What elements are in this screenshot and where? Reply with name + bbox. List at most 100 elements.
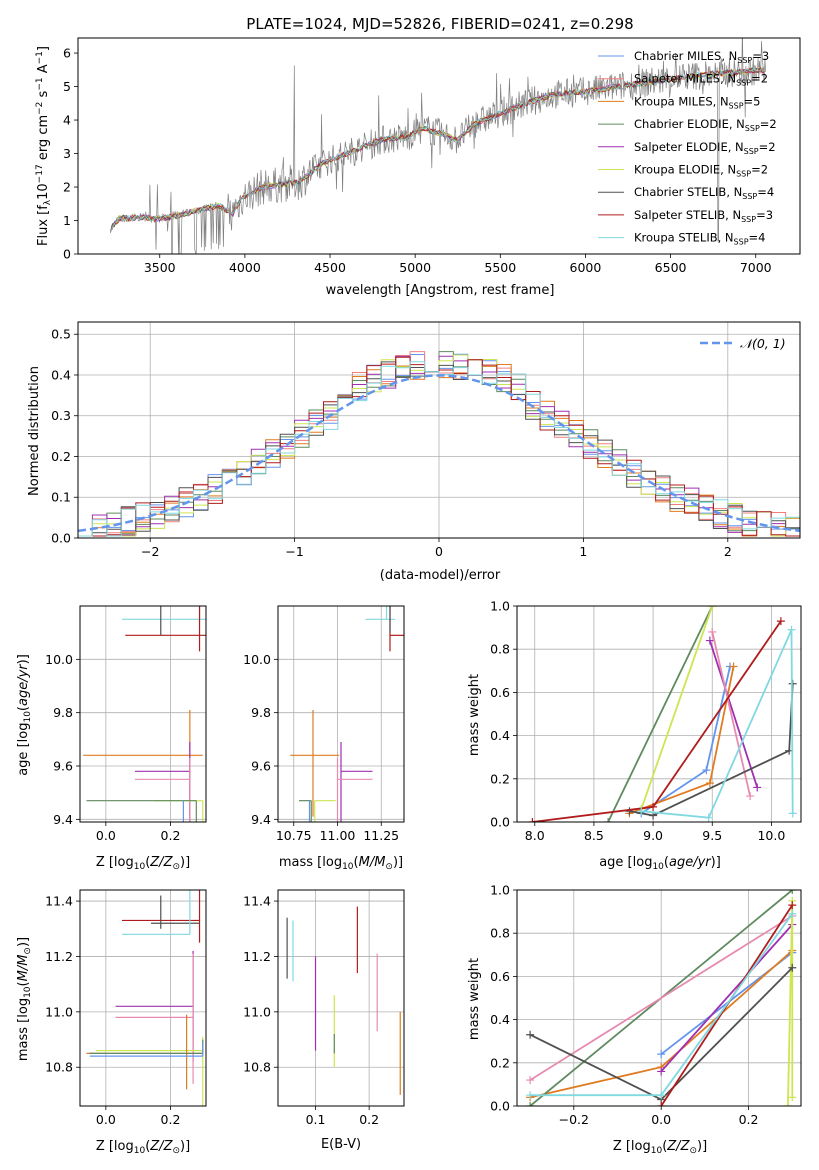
mass-vs-ebv-ytick-label-1: 11.0 [243,1004,271,1019]
legend-label-0: Chabrier MILES, NSSP=3 [634,49,769,65]
hist-series-6 [78,361,800,537]
residuals-ytick-label-1: 0.1 [51,490,71,505]
mass-vs-z-plot-area [86,890,204,1106]
weight-vs-age-marker-6-0 [625,807,634,816]
weight-vs-z-plot-area [526,890,797,1106]
age-vs-metallicity-panel: Z [log10(Z/Z⊙)] age [log10(age/yr)] 0.0 0… [16,605,207,872]
age-vs-z-ytick-label-3: 10.0 [45,652,73,667]
spectrum-ytick-label-3: 3 [63,146,71,161]
mass-vs-ebv-panel: E(B-V) 0.1 0.2 10.8 11.0 11.2 11.4 [243,889,405,1152]
residuals-frame [77,321,801,539]
weight-vs-age-series-2 [607,606,714,822]
spectrum-ytick-label-2: 2 [63,180,71,195]
weight-vs-z-ytick-label-2: 0.4 [490,1012,510,1027]
mass-vs-z-xtick-label-1: 0.2 [161,1112,181,1127]
age-vs-mass-frame [277,605,405,823]
legend-label-7: Salpeter STELIB, NSSP=3 [634,208,773,224]
weight-vs-z-series-5 [787,900,794,1106]
age-vs-z-frame [79,605,207,823]
weight-vs-metallicity-panel: Z [log10(Z/Z⊙)] mass weight −0.2 0.0 0.2 0.… [467,883,802,1156]
mass-vs-ebv-frame [277,889,405,1107]
spectrum-xtick-label-4: 5500 [484,260,516,275]
residuals-xtick-label-3: 1 [579,544,587,559]
spectrum-model-8 [110,67,765,233]
weight-vs-z-ylabel: mass weight [467,958,482,1040]
age-vs-z-plot-area [83,606,206,822]
weight-vs-z-ytick-label-5: 1.0 [490,883,510,898]
weight-vs-age-marker-8-0 [637,807,646,816]
age-vs-mass-ytick-label-2: 9.8 [251,705,271,720]
legend-label-2: Kroupa MILES, NSSP=5 [634,94,760,110]
weight-vs-age-ytick-label-4: 0.8 [490,642,510,657]
weight-vs-age-marker-2-0 [604,818,613,822]
spectrum-model-6 [110,67,765,232]
legend-label-3: Chabrier ELODIE, NSSP=2 [634,117,777,133]
weight-vs-z-marker-8-2 [788,909,797,918]
age-vs-mass-panel: mass [log10(M/M⊙)] 10.75 11.00 11.25 9.4 9.6… [243,605,405,872]
spectrum-xtick-label-7: 7000 [740,260,772,275]
age-vs-mass-xtick-label-0: 10.75 [276,828,312,843]
mass-vs-ebv-ytick-label-2: 11.2 [243,949,271,964]
weight-vs-age-marker-4-0 [708,627,717,636]
mass-vs-z-frame [79,889,207,1107]
mass-vs-ebv-plot-area [286,906,401,1095]
age-vs-z-ylabel: age [log10(age/yr)] [16,654,33,776]
weight-vs-age-xtick-label-3: 9.5 [702,828,722,843]
weight-vs-z-marker-7-0 [657,1102,666,1106]
weight-vs-z-xtick-label-0: −0.2 [559,1112,589,1127]
residuals-ytick-label-4: 0.4 [51,367,71,382]
spectrum-frame [77,37,801,255]
weight-vs-age-ytick-label-0: 0.0 [490,815,510,830]
weight-vs-age-series-8 [641,629,794,819]
residuals-xtick-label-0: −2 [141,544,159,559]
weight-vs-age-marker-7-1 [649,802,658,811]
gaussian-curve [78,374,800,533]
weight-vs-z-xlabel: Z [log10(Z/Z⊙)] [613,1139,707,1156]
spectrum-model-5 [110,67,765,233]
mass-vs-z-ytick-label-3: 11.4 [45,894,73,909]
residuals-ytick-label-2: 0.2 [51,449,71,464]
residuals-ylabel: Normed distribution [27,366,42,496]
weight-vs-age-ylabel: mass weight [467,674,482,756]
age-vs-mass-ytick-label-1: 9.6 [251,759,271,774]
legend-label-4: Salpeter ELODIE, NSSP=2 [634,140,776,156]
age-vs-mass-ytick-label-0: 9.4 [251,812,271,827]
spectrum-xtick-label-5: 6000 [570,260,602,275]
weight-vs-z-marker-4-0 [526,1076,535,1085]
spectrum-ytick-label-5: 5 [63,79,71,94]
weight-vs-age-marker-3-1 [753,783,762,792]
weight-vs-z-ytick-label-3: 0.6 [490,969,510,984]
age-vs-mass-xtick-label-1: 11.00 [320,828,356,843]
weight-vs-age-marker-8-3 [788,809,797,818]
weight-vs-z-marker-8-1 [657,1091,666,1100]
residuals-ytick-label-5: 0.5 [51,327,71,342]
mass-vs-z-ytick-label-1: 11.0 [45,1004,73,1019]
spectrum-legend: Chabrier MILES, NSSP=3 Salpeter MILES, NS… [598,49,777,247]
residuals-xtick-label-2: 0 [435,544,443,559]
residuals-xtick-label-1: −1 [285,544,303,559]
weight-vs-age-series-1 [629,666,735,815]
weight-vs-age-ytick-label-2: 0.4 [490,728,510,743]
weight-vs-age-plot-area [528,606,797,822]
mass-vs-metallicity-panel: Z [log10(Z/Z⊙)] mass [log10(M/M⊙)] 0.0 0.… [16,889,207,1156]
spectrum-plot-area [110,38,766,254]
mass-vs-z-xlabel: Z [log10(Z/Z⊙)] [96,1139,190,1156]
weight-vs-age-xtick-label-4: 10.0 [757,828,785,843]
mass-vs-z-ytick-label-0: 10.8 [45,1060,73,1075]
weight-vs-z-series-4 [529,915,793,1081]
spectrum-ytick-label-1: 1 [63,213,71,228]
spectrum-xtick-label-2: 4500 [314,260,346,275]
weight-vs-age-ytick-label-1: 0.2 [490,771,510,786]
spectrum-panel: PLATE=1024, MJD=52826, FIBERID=0241, z=0… [35,15,801,298]
weight-vs-age-series-3 [709,640,759,788]
weight-vs-age-marker-8-1 [704,813,713,822]
age-vs-z-ytick-label-0: 9.4 [53,812,73,827]
age-vs-mass-xlabel: mass [log10(M/M⊙)] [279,855,403,872]
age-vs-mass-xtick-label-2: 11.25 [363,828,399,843]
spectrum-xtick-label-1: 4000 [229,260,261,275]
spectrum-model-7 [110,66,765,233]
weight-vs-age-xlabel: age [log10(age/yr)] [599,855,721,872]
weight-vs-z-xtick-label-1: 0.0 [651,1112,671,1127]
weight-vs-z-marker-7-1 [788,901,797,910]
